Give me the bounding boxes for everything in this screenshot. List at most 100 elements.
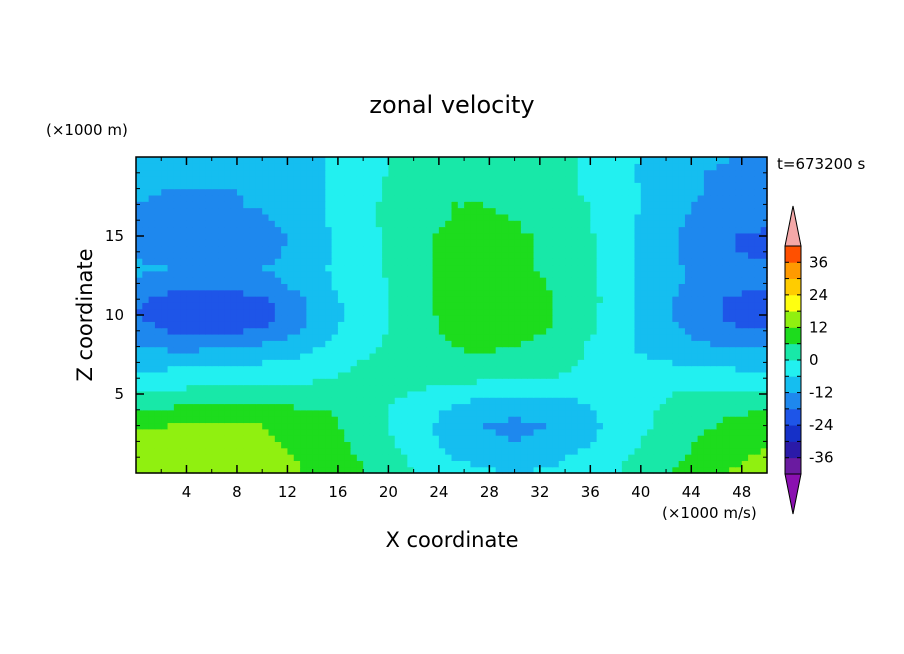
field-cell	[577, 371, 585, 379]
field-cell	[628, 182, 636, 190]
field-cell	[236, 333, 244, 341]
field-cell	[647, 333, 655, 341]
field-cell	[287, 371, 295, 379]
field-cell	[697, 213, 705, 221]
field-cell	[224, 289, 232, 297]
field-cell	[722, 308, 730, 316]
field-cell	[653, 416, 661, 424]
field-cell	[666, 201, 673, 209]
field-cell	[558, 283, 566, 291]
field-cell	[722, 239, 730, 247]
field-cell	[501, 270, 509, 278]
field-cell	[186, 321, 194, 329]
field-cell	[495, 371, 503, 379]
field-cell	[300, 365, 307, 373]
field-cell	[741, 460, 749, 468]
field-cell	[161, 245, 169, 253]
field-cell	[382, 447, 389, 455]
field-cell	[218, 327, 225, 335]
field-cell	[230, 258, 238, 266]
field-cell	[394, 346, 402, 354]
field-cell	[634, 447, 642, 455]
field-cell	[274, 226, 282, 234]
field-cell	[344, 226, 352, 234]
field-cell	[205, 188, 213, 196]
field-cell	[167, 157, 175, 164]
field-cell	[363, 321, 371, 329]
field-cell	[192, 346, 200, 354]
field-cell	[224, 169, 232, 177]
field-cell	[211, 296, 219, 303]
field-cell	[546, 428, 554, 436]
field-cell	[539, 409, 547, 417]
field-cell	[205, 333, 213, 341]
field-cell	[451, 460, 459, 468]
field-cell	[609, 258, 617, 266]
field-cell	[192, 371, 200, 379]
field-cell	[388, 327, 396, 335]
field-cell	[375, 283, 383, 291]
field-cell	[249, 327, 257, 335]
field-cell	[142, 270, 150, 278]
field-cell	[369, 390, 377, 398]
field-cell	[363, 435, 371, 442]
field-cell	[615, 327, 623, 335]
field-cell	[659, 365, 667, 373]
field-cell	[331, 270, 339, 278]
field-cell	[268, 157, 276, 164]
field-cell	[546, 409, 554, 417]
field-cell	[659, 157, 667, 164]
field-cell	[230, 327, 238, 335]
field-cell	[281, 188, 289, 196]
field-cell	[211, 258, 219, 266]
field-cell	[653, 447, 661, 455]
field-cell	[142, 416, 150, 424]
field-cell	[243, 390, 251, 398]
field-cell	[394, 359, 402, 367]
field-cell	[300, 403, 307, 411]
field-cell	[602, 308, 610, 316]
field-cell	[350, 327, 358, 335]
field-cell	[565, 213, 572, 221]
field-cell	[306, 460, 314, 468]
field-cell	[312, 409, 320, 417]
field-cell	[546, 460, 554, 468]
field-cell	[205, 232, 213, 240]
field-cell	[136, 460, 143, 468]
field-cell	[173, 226, 181, 234]
field-cell	[445, 435, 453, 442]
field-cell	[457, 416, 465, 424]
field-cell	[495, 277, 503, 284]
field-cell	[281, 283, 289, 291]
field-cell	[394, 264, 402, 272]
field-cell	[710, 466, 718, 474]
field-cell	[508, 384, 516, 392]
field-cell	[483, 220, 490, 228]
field-cell	[666, 207, 673, 215]
field-cell	[590, 333, 598, 341]
field-cell	[653, 163, 661, 171]
field-cell	[205, 371, 213, 379]
field-cell	[243, 289, 251, 297]
field-cell	[760, 340, 768, 348]
field-cell	[609, 352, 617, 360]
field-cell	[407, 194, 415, 202]
field-cell	[666, 384, 673, 392]
field-cell	[331, 447, 339, 455]
field-cell	[464, 315, 472, 322]
field-cell	[186, 226, 194, 234]
field-cell	[218, 365, 225, 373]
field-cell	[735, 454, 743, 461]
field-cell	[255, 390, 263, 398]
field-cell	[653, 277, 661, 284]
field-cell	[407, 359, 415, 367]
field-cell	[325, 346, 333, 354]
field-cell	[136, 409, 143, 417]
field-cell	[432, 460, 440, 468]
field-cell	[306, 365, 314, 373]
field-cell	[186, 428, 194, 436]
field-cell	[230, 302, 238, 310]
field-cell	[653, 346, 661, 354]
field-cell	[710, 264, 718, 272]
field-cell	[483, 428, 490, 436]
